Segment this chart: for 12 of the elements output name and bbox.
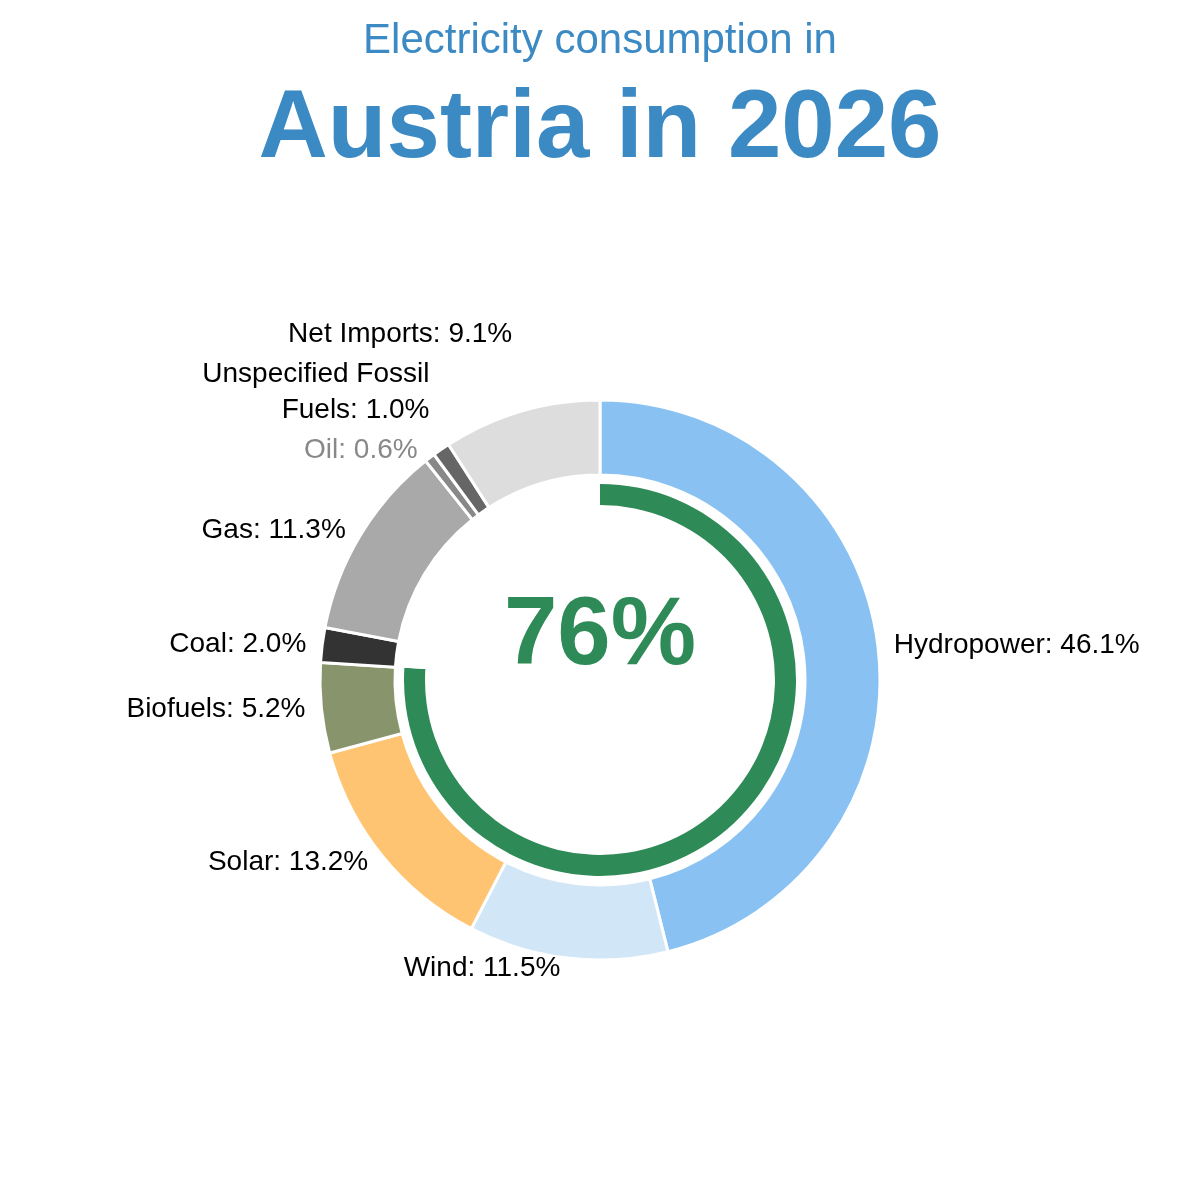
slice-label: Oil: 0.6% [304, 432, 418, 464]
text: 76% [503, 577, 697, 684]
slice-label: Wind: 11.5% [403, 951, 561, 983]
slice-label: Net Imports: 9.1% [288, 316, 513, 348]
slice-label: Biofuels: 5.2% [126, 692, 306, 724]
slice-label: Coal: 2.0% [169, 626, 307, 658]
slice-label: Solar: 13.2% [207, 845, 369, 877]
slice-label: Gas: 11.3% [201, 513, 346, 545]
chart-subtitle: Electricity consumption in [363, 15, 837, 62]
chart-title: Austria in 2026 [258, 70, 942, 177]
slice-label: Hydropower: 46.1% [893, 627, 1140, 659]
slice-label: Unspecified Fossil Fuels: 1.0% [202, 356, 430, 424]
